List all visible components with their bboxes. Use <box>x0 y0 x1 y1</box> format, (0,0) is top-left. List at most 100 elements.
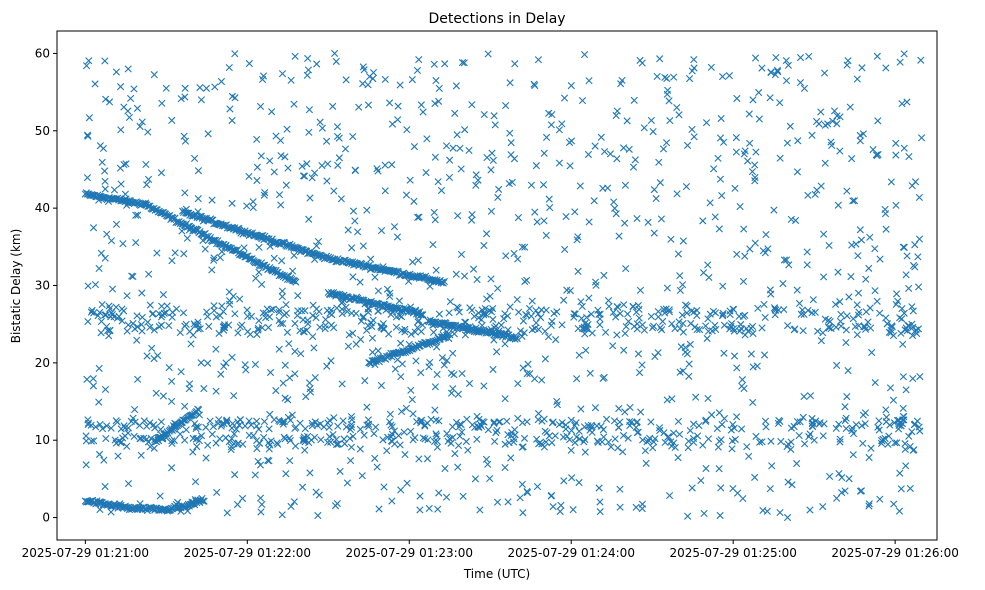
detection-point <box>247 312 256 320</box>
detection-point <box>290 100 298 108</box>
detection-point <box>531 324 539 333</box>
detection-point <box>518 443 526 451</box>
detection-point <box>558 321 566 329</box>
detection-point <box>632 503 640 511</box>
detection-point <box>774 419 782 428</box>
detection-point <box>513 335 521 343</box>
detection-point <box>571 439 579 447</box>
detection-point <box>685 75 694 83</box>
detection-point <box>793 418 802 426</box>
detection-point <box>377 381 385 390</box>
detection-point <box>751 177 759 185</box>
detection-point <box>637 408 645 416</box>
detection-point <box>656 55 664 63</box>
detection-point <box>531 375 539 383</box>
detection-point <box>547 491 556 500</box>
detection-point <box>130 85 138 93</box>
detection-point <box>253 163 261 171</box>
detection-point <box>292 278 300 286</box>
detection-point <box>825 324 833 332</box>
detection-point <box>414 310 423 318</box>
detection-point <box>153 249 161 257</box>
detection-point <box>819 329 827 337</box>
detection-point <box>737 425 746 433</box>
detection-point <box>715 437 723 445</box>
detection-point <box>96 308 104 317</box>
detection-point <box>668 320 676 328</box>
detection-point <box>379 436 387 444</box>
detection-point <box>112 220 121 228</box>
detection-point <box>201 245 209 253</box>
detection-point <box>208 430 216 438</box>
detection-point <box>136 500 144 508</box>
detection-point <box>257 152 265 160</box>
detection-point <box>749 96 757 104</box>
detection-point <box>373 165 381 173</box>
detection-point <box>506 129 514 137</box>
detection-point <box>845 475 853 483</box>
detection-point <box>106 305 114 313</box>
detection-point <box>308 174 316 182</box>
detection-point <box>708 327 716 335</box>
detection-point <box>446 435 454 443</box>
detection-point <box>349 329 357 337</box>
detection-point <box>449 349 457 357</box>
detection-point <box>489 305 497 313</box>
detection-point <box>567 426 576 435</box>
detection-point <box>841 403 849 411</box>
detection-point <box>733 94 741 103</box>
detection-point <box>148 344 156 352</box>
detection-point <box>487 166 495 174</box>
detection-point <box>634 350 643 358</box>
detection-point <box>202 454 210 462</box>
detection-point <box>773 66 782 74</box>
detection-point <box>276 136 285 145</box>
detection-point <box>887 329 895 337</box>
detection-point <box>257 232 265 240</box>
detection-point <box>455 308 463 316</box>
detection-point <box>226 105 234 113</box>
detection-point <box>417 101 425 109</box>
detection-point <box>898 315 906 323</box>
detection-point <box>245 59 253 68</box>
detection-point <box>819 432 827 440</box>
detection-point <box>586 426 594 434</box>
detection-point <box>596 321 604 329</box>
detection-point <box>258 75 267 84</box>
detection-point <box>101 57 109 65</box>
detection-point <box>371 360 379 369</box>
detection-point <box>389 307 397 316</box>
detection-point <box>841 487 849 495</box>
detection-point <box>431 318 439 326</box>
detection-point <box>134 375 142 383</box>
x-tick-label: 2025-07-29 01:24:00 <box>508 546 635 560</box>
detection-point <box>157 425 165 433</box>
detection-point <box>766 485 774 493</box>
detection-point <box>345 331 353 339</box>
detection-point <box>846 103 854 111</box>
detection-point <box>745 452 753 460</box>
detection-point <box>803 261 811 269</box>
detection-point <box>552 336 560 344</box>
detection-point <box>489 315 497 323</box>
detection-point <box>615 423 623 431</box>
detection-point <box>834 201 842 209</box>
detection-point <box>767 437 775 445</box>
detection-point <box>882 413 891 421</box>
detection-point <box>291 319 299 328</box>
detection-point <box>838 473 846 482</box>
detection-point <box>571 421 579 430</box>
detection-point <box>614 303 622 311</box>
detection-point <box>459 492 467 500</box>
detection-point <box>456 144 464 152</box>
detection-point <box>234 439 242 447</box>
detection-point <box>518 480 526 488</box>
detection-point <box>445 309 453 317</box>
detection-point <box>234 329 242 337</box>
detection-point <box>321 315 330 324</box>
detection-point <box>260 433 268 442</box>
detection-point <box>851 322 859 331</box>
y-axis-ticks: 0 10 20 30 40 50 60 <box>35 46 57 525</box>
detection-point <box>368 348 377 356</box>
detection-point <box>89 224 98 232</box>
